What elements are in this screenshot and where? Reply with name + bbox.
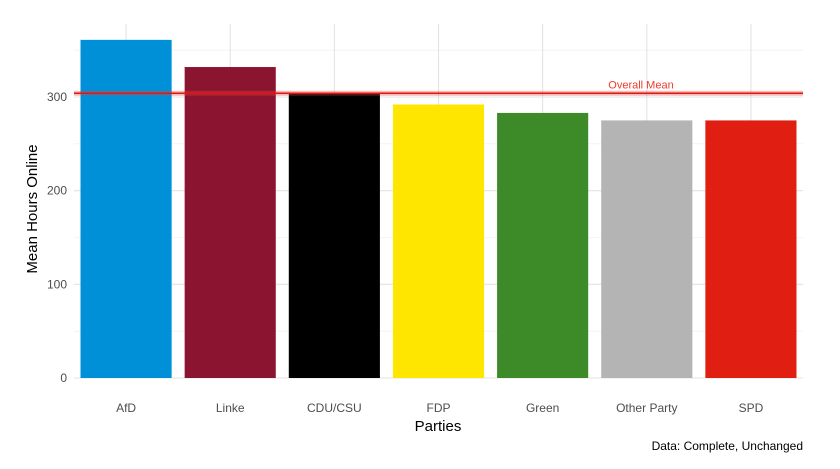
bar-spd [705,120,797,379]
x-tick-label: AfD [116,401,136,415]
x-tick-label: SPD [739,401,764,415]
caption: Data: Complete, Unchanged [652,439,803,453]
y-tick-label: 300 [47,90,67,104]
x-tick-label: FDP [427,401,451,415]
x-tick-labels: AfD Linke CDU/CSU FDP Green Other Party SPD [116,401,764,415]
reference-line-label: Overall Mean [608,79,673,91]
x-tick-label: Linke [216,401,245,415]
bar-green [497,112,589,378]
y-tick-label: 200 [47,184,67,198]
bar-other-party [601,120,693,379]
y-axis-title: Mean Hours Online [24,144,41,273]
x-axis-title: Parties [415,418,462,435]
bar-cdu-csu [288,93,380,379]
x-tick-label: CDU/CSU [307,401,362,415]
bar-linke [184,67,276,378]
y-tick-label: 100 [47,277,67,291]
y-tick-label: 0 [60,371,67,385]
y-tick-labels: 0 100 200 300 [47,90,67,385]
reference-line-group: Overall Mean [74,79,803,96]
bar-fdp [392,104,485,378]
bar-afd [80,39,172,378]
bars [80,39,797,379]
x-tick-label: Green [526,401,559,415]
x-tick-label: Other Party [616,401,677,415]
